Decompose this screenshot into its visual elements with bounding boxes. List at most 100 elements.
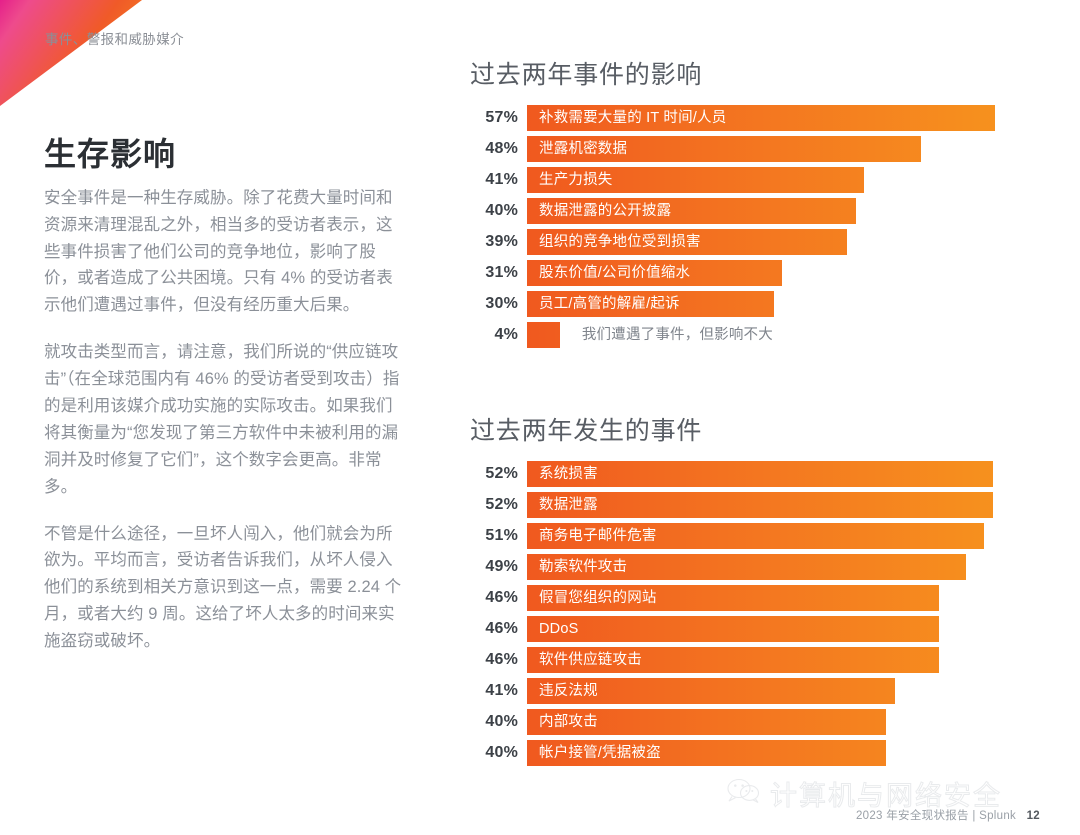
bar-row: 57% 补救需要大量的 IT 时间/人员 (470, 103, 1040, 134)
footer: 2023 年安全现状报告 | Splunk 12 (856, 807, 1040, 823)
bar-category-label: 员工/高管的解雇/起诉 (539, 296, 680, 312)
bar-category-label: 帐户接管/凭据被盗 (539, 745, 661, 761)
bar-track: 员工/高管的解雇/起诉 (527, 291, 1040, 317)
bar-row: 46% DDoS (470, 614, 1040, 645)
bar-fill (527, 322, 560, 348)
wechat-icon (727, 778, 761, 809)
bar-fill (527, 136, 922, 162)
bar-fill (527, 523, 985, 549)
bar-value-label: 40% (485, 713, 518, 730)
bar-value-label: 51% (485, 527, 518, 544)
bar-list: 52% 系统损害 52% 数据泄露 51% 商务电子邮件危害 49% 勒索软件攻击 46% 假冒您… (470, 459, 1040, 769)
bar-track: 生产力损失 (527, 167, 1040, 193)
bar-track: 股东价值/公司价值缩水 (527, 260, 1040, 286)
footer-source: 2023 年安全现状报告 | Splunk (855, 810, 1017, 822)
bar-track: 假冒您组织的网站 (527, 585, 1040, 611)
bar-category-label: 系统损害 (539, 466, 598, 482)
bar-fill (527, 740, 886, 766)
bar-fill (527, 461, 994, 487)
bar-row: 52% 系统损害 (470, 459, 1040, 490)
bar-row: 46% 假冒您组织的网站 (470, 583, 1040, 614)
bar-value-label: 48% (485, 140, 518, 157)
chart-incidents: 过去两年发生的事件 52% 系统损害 52% 数据泄露 51% 商务电子邮件危害 49% 勒索… (470, 417, 1040, 769)
bar-value-label: 31% (485, 264, 518, 281)
body-paragraph: 就攻击类型而言，请注意，我们所说的“供应链攻击”（在全球范围内有 46% 的受访… (44, 343, 400, 496)
bar-track: 组织的竞争地位受到损害 (527, 229, 1040, 255)
bar-category-label: 内部攻击 (539, 714, 598, 730)
bar-fill (527, 616, 940, 642)
chart-impacts: 过去两年事件的影响 57% 补救需要大量的 IT 时间/人员 48% 泄露机密数据 41… (470, 61, 1040, 351)
bar-row: 40% 数据泄露的公开披露 (470, 196, 1040, 227)
bar-category-label: 股东价值/公司价值缩水 (539, 265, 691, 281)
bar-value-label: 49% (485, 558, 518, 575)
bar-value-label: 46% (485, 651, 518, 668)
bar-value-label: 52% (485, 496, 518, 513)
bar-category-label: 组织的竞争地位受到损害 (539, 234, 701, 250)
bar-track: 帐户接管/凭据被盗 (527, 740, 1040, 766)
bar-row: 49% 勒索软件攻击 (470, 552, 1040, 583)
bar-list: 57% 补救需要大量的 IT 时间/人员 48% 泄露机密数据 41% 生产力损失 40% 数… (470, 103, 1040, 351)
page-title: 生存影响 (44, 136, 177, 172)
bar-track: 数据泄露 (527, 492, 1040, 518)
bar-track: 泄露机密数据 (527, 136, 1040, 162)
bar-row: 48% 泄露机密数据 (470, 134, 1040, 165)
bar-category-label: 我们遭遇了事件，但影响不大 (581, 327, 773, 343)
bar-row: 41% 生产力损失 (470, 165, 1040, 196)
bar-fill (527, 198, 856, 224)
bar-row: 4% 我们遭遇了事件，但影响不大 (470, 320, 1040, 351)
bar-fill (527, 260, 782, 286)
bar-value-label: 57% (485, 109, 518, 126)
bar-track: 商务电子邮件危害 (527, 523, 1040, 549)
bar-row: 51% 商务电子邮件危害 (470, 521, 1040, 552)
bar-category-label: 软件供应链攻击 (539, 652, 642, 668)
bar-row: 40% 内部攻击 (470, 707, 1040, 738)
bar-category-label: 生产力损失 (539, 172, 613, 188)
bar-track: 软件供应链攻击 (527, 647, 1040, 673)
bar-category-label: 数据泄露 (539, 497, 598, 513)
bar-row: 39% 组织的竞争地位受到损害 (470, 227, 1040, 258)
chart-title: 过去两年发生的事件 (470, 417, 703, 445)
bar-row: 41% 违反法规 (470, 676, 1040, 707)
running-header: 事件、警报和威胁媒介 (45, 32, 184, 47)
bar-fill (527, 709, 886, 735)
bar-category-label: DDoS (539, 621, 579, 637)
page-number: 12 (1026, 810, 1040, 822)
bar-fill (527, 554, 967, 580)
bar-value-label: 46% (485, 589, 518, 606)
bar-value-label: 41% (485, 682, 518, 699)
bar-fill (527, 291, 774, 317)
body-paragraph: 安全事件是一种生存威胁。除了花费大量时间和资源来清理混乱之外，相当多的受访者表示… (44, 188, 393, 315)
bar-track: 系统损害 (527, 461, 1040, 487)
bar-row: 52% 数据泄露 (470, 490, 1040, 521)
bar-category-label: 补救需要大量的 IT 时间/人员 (539, 110, 727, 126)
bar-category-label: 勒索软件攻击 (539, 559, 628, 575)
chart-title: 过去两年事件的影响 (470, 61, 703, 89)
bar-fill (527, 678, 895, 704)
bar-track: 我们遭遇了事件，但影响不大 (527, 322, 1040, 348)
bar-track: 数据泄露的公开披露 (527, 198, 1040, 224)
bar-track: DDoS (527, 616, 1040, 642)
bar-row: 40% 帐户接管/凭据被盗 (470, 738, 1040, 769)
bar-category-label: 泄露机密数据 (539, 141, 628, 157)
bar-fill (527, 105, 996, 131)
bar-row: 46% 软件供应链攻击 (470, 645, 1040, 676)
bar-value-label: 40% (485, 744, 518, 761)
bar-track: 勒索软件攻击 (527, 554, 1040, 580)
bar-value-label: 30% (485, 295, 518, 312)
bar-value-label: 41% (485, 171, 518, 188)
corner-gradient-decoration (0, 0, 142, 106)
bar-fill (527, 167, 864, 193)
bar-value-label: 39% (485, 233, 518, 250)
bar-fill (527, 492, 994, 518)
bar-fill (527, 585, 940, 611)
article-column: 生存影响 安全事件是一种生存威胁。除了花费大量时间和资源来清理混乱之外，相当多的… (44, 136, 406, 655)
bar-track: 内部攻击 (527, 709, 1040, 735)
bar-value-label: 46% (485, 620, 518, 637)
bar-value-label: 40% (485, 202, 518, 219)
bar-value-label: 4% (494, 326, 518, 343)
body-paragraph: 不管是什么途径，一旦坏人闯入，他们就会为所欲为。平均而言，受访者告诉我们，从坏人… (44, 524, 402, 651)
bar-fill (527, 647, 940, 673)
bar-value-label: 52% (485, 465, 518, 482)
bar-track: 违反法规 (527, 678, 1040, 704)
